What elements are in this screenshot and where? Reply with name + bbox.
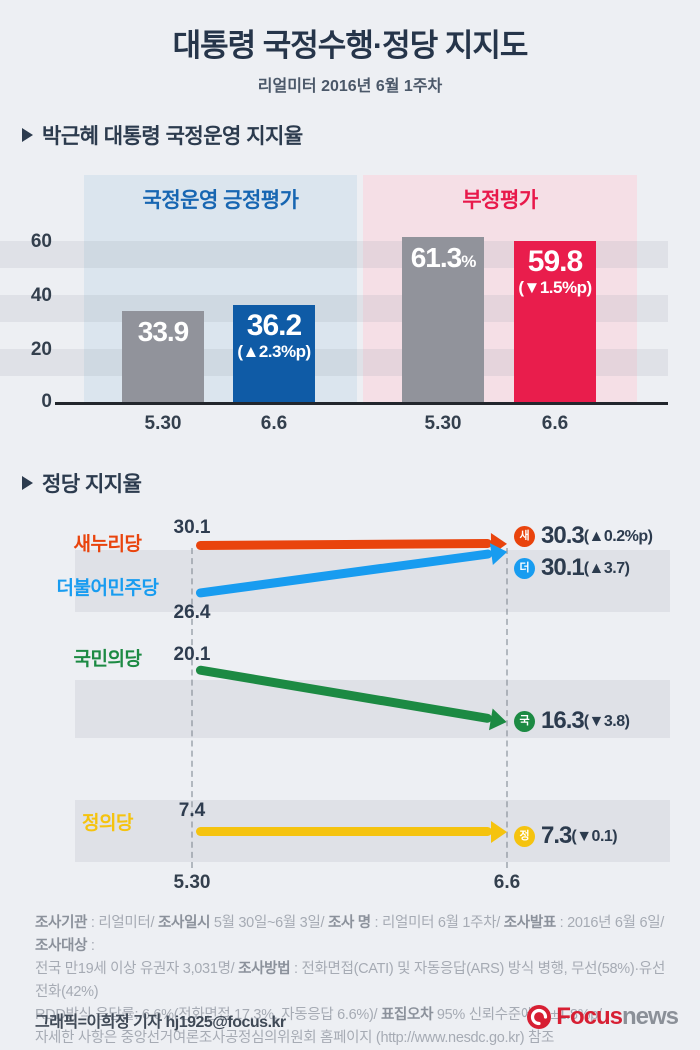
logo-word-news: news	[621, 1003, 679, 1030]
survey-note-line: 조사기관 : 리얼미터/ 조사일시 5월 30일~6월 3일/ 조사 명 : 리…	[35, 915, 664, 954]
party-label-minjoo: 더불어민주당	[56, 578, 159, 599]
party-label-justice: 정의당	[82, 813, 133, 834]
party-badge: 더	[514, 557, 535, 579]
party-label-saenuri: 새누리당	[73, 534, 142, 555]
negative-panel-label: 부정평가	[462, 189, 538, 212]
end-value: 7.3	[541, 822, 572, 849]
survey-notes: 조사기관 : 리얼미터/ 조사일시 5월 30일~6월 3일/ 조사 명 : 리…	[35, 912, 670, 1050]
x-axis-line	[55, 402, 668, 405]
page-subtitle: 리얼미터 2016년 6월 1주차	[257, 78, 443, 95]
end-change: (▲3.7)	[583, 560, 630, 577]
survey-note-line: 자세한 사항은 중앙선거여론조사공정심의위원회 홈페이지 (http://www…	[35, 1030, 555, 1046]
bar-change: (▼1.5%p)	[518, 278, 592, 297]
party-section-title: 정당 지지율	[42, 473, 142, 496]
bar-positive-prev: 33.9	[122, 311, 204, 402]
y-axis-tick: 40	[30, 285, 52, 306]
end-row-justice: 정 7.3 (▼0.1)	[514, 822, 618, 849]
dashed-guide-left	[191, 548, 193, 868]
party-label-peoples: 국민의당	[73, 649, 142, 670]
bar-x-label: 5.30	[144, 413, 182, 434]
bar-value: 61.3%	[410, 242, 477, 273]
start-value: 30.1	[173, 517, 211, 538]
logo-word-focus: Focus	[556, 1003, 623, 1030]
party-badge: 국	[514, 710, 535, 732]
start-value: 20.1	[173, 644, 211, 665]
bar-value: 33.9	[137, 316, 190, 347]
bar-x-label: 6.6	[541, 413, 569, 434]
focusnews-swirl-icon	[527, 1005, 552, 1029]
focusnews-logo: Focus news	[526, 1003, 679, 1031]
section-bullet-icon	[22, 128, 33, 142]
section-bullet-icon	[22, 476, 33, 490]
positive-panel-label: 국정운영 긍정평가	[142, 189, 299, 212]
bar-value: 36.2	[246, 309, 302, 342]
end-change: (▼3.8)	[583, 713, 630, 730]
survey-note-line: 전국 만19세 이상 유권자 3,031명/ 조사방법 : 전화면접(CATI)…	[35, 961, 665, 1000]
survey-note-line: RDD방식 응답률: 6.6%(전화면접 17.3%, 자동응답 6.6%)/ …	[35, 1007, 602, 1023]
approval-section-title: 박근혜 대통령 국정운영 지지율	[42, 125, 303, 148]
end-value: 16.3	[541, 707, 585, 734]
page-title: 대통령 국정수행·정당 지지도	[172, 28, 529, 63]
arrowhead-icon	[489, 540, 509, 565]
arrowhead-icon	[491, 820, 507, 843]
end-row-peoples: 국 16.3 (▼3.8)	[514, 707, 630, 734]
slope-x-label: 5.30	[173, 872, 211, 893]
party-section-heading: 정당 지지율	[22, 468, 142, 498]
party-badge: 새	[514, 525, 535, 547]
bar-x-label: 5.30	[424, 413, 462, 434]
end-row-saenuri: 새 30.3 (▲0.2%p)	[514, 522, 653, 549]
dashed-guide-right	[506, 548, 508, 868]
y-axis-tick: 0	[41, 391, 52, 412]
end-value: 30.3	[541, 522, 585, 549]
row-band	[75, 550, 670, 612]
bar-negative-current: 59.8 (▼1.5%p)	[514, 241, 596, 402]
bar-negative-prev: 61.3%	[402, 237, 484, 402]
trend-arrow-justice	[196, 820, 507, 843]
bar-change: (▲2.3%p)	[237, 342, 311, 361]
trend-arrow-saenuri	[195, 532, 508, 555]
credit-byline: 그래픽=이희정 기자 hj1925@focus.kr	[35, 1014, 286, 1031]
party-badge: 정	[514, 825, 535, 847]
y-axis-tick: 20	[30, 339, 52, 360]
y-axis-tick: 60	[30, 231, 52, 252]
approval-bar-chart: 국정운영 긍정평가 부정평가 60 40 20 0 33.9 36.2 (▲2.…	[0, 0, 700, 445]
end-change: (▼0.1)	[571, 828, 618, 845]
end-value: 30.1	[541, 554, 585, 581]
start-value: 7.4	[178, 800, 206, 821]
end-row-minjoo: 더 30.1 (▲3.7)	[514, 554, 630, 581]
bar-positive-current: 36.2 (▲2.3%p)	[233, 305, 315, 402]
approval-section-heading: 박근혜 대통령 국정운영 지지율	[22, 120, 303, 150]
row-band	[75, 680, 670, 738]
end-change: (▲0.2%p)	[583, 528, 653, 545]
percent-suffix: %	[461, 252, 476, 271]
slope-x-label: 6.6	[493, 872, 521, 893]
start-value: 26.4	[173, 602, 211, 623]
bar-value: 59.8	[527, 245, 583, 278]
bar-x-label: 6.6	[260, 413, 288, 434]
